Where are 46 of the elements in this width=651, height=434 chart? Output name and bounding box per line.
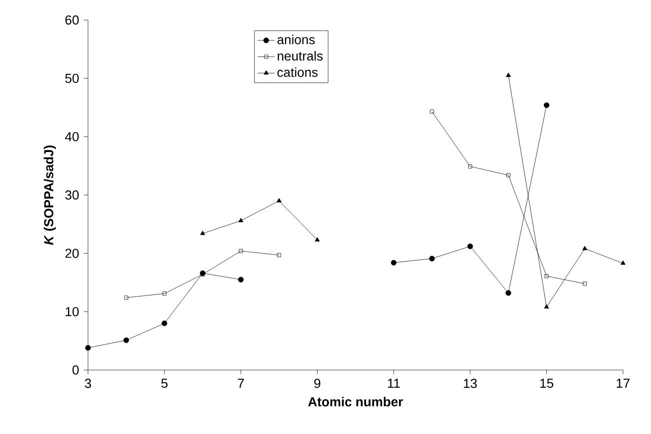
point	[544, 274, 549, 278]
x-tick-label: 9	[314, 378, 320, 388]
y-axis-title: K (SOPPA/sadJ)	[44, 146, 56, 245]
y-tick-label: 40	[65, 132, 79, 142]
point	[238, 249, 243, 253]
point	[238, 276, 244, 282]
point	[544, 304, 550, 308]
point	[276, 198, 282, 202]
point	[506, 72, 511, 77]
point	[162, 320, 168, 326]
x-tick-label: 5	[161, 378, 168, 388]
point	[124, 296, 128, 300]
legend-label: cations	[277, 67, 318, 77]
point	[430, 110, 434, 114]
x-tick-label: 13	[464, 378, 477, 388]
point	[390, 260, 397, 266]
point	[582, 246, 588, 250]
point	[582, 282, 587, 286]
point	[506, 173, 510, 178]
point	[162, 292, 166, 296]
point	[468, 164, 472, 168]
point	[314, 237, 320, 242]
y-tick-label: 0	[72, 365, 79, 375]
legend-label: anions	[277, 34, 315, 44]
point	[544, 102, 550, 108]
x-tick-label: 7	[238, 378, 244, 388]
point	[506, 290, 512, 296]
point	[238, 218, 244, 222]
point	[200, 230, 206, 235]
point	[277, 253, 282, 258]
point	[85, 345, 91, 351]
point	[620, 260, 626, 265]
y-tick-label: 50	[65, 74, 79, 83]
y-tick-label: 30	[65, 190, 79, 200]
x-tick-label: 17	[616, 378, 630, 388]
x-tick-label: 11	[388, 378, 400, 388]
x-tick-label: 3	[84, 378, 92, 388]
x-axis-title: Atomic number	[308, 396, 403, 406]
y-tick-label: 10	[66, 307, 79, 316]
y-tick-label: 20	[65, 248, 79, 258]
point	[429, 256, 435, 262]
point	[123, 337, 130, 344]
legend-label: neutrals	[278, 51, 323, 61]
x-tick-label: 15	[540, 378, 554, 388]
point	[467, 244, 473, 250]
y-tick-label: 60	[65, 15, 79, 25]
